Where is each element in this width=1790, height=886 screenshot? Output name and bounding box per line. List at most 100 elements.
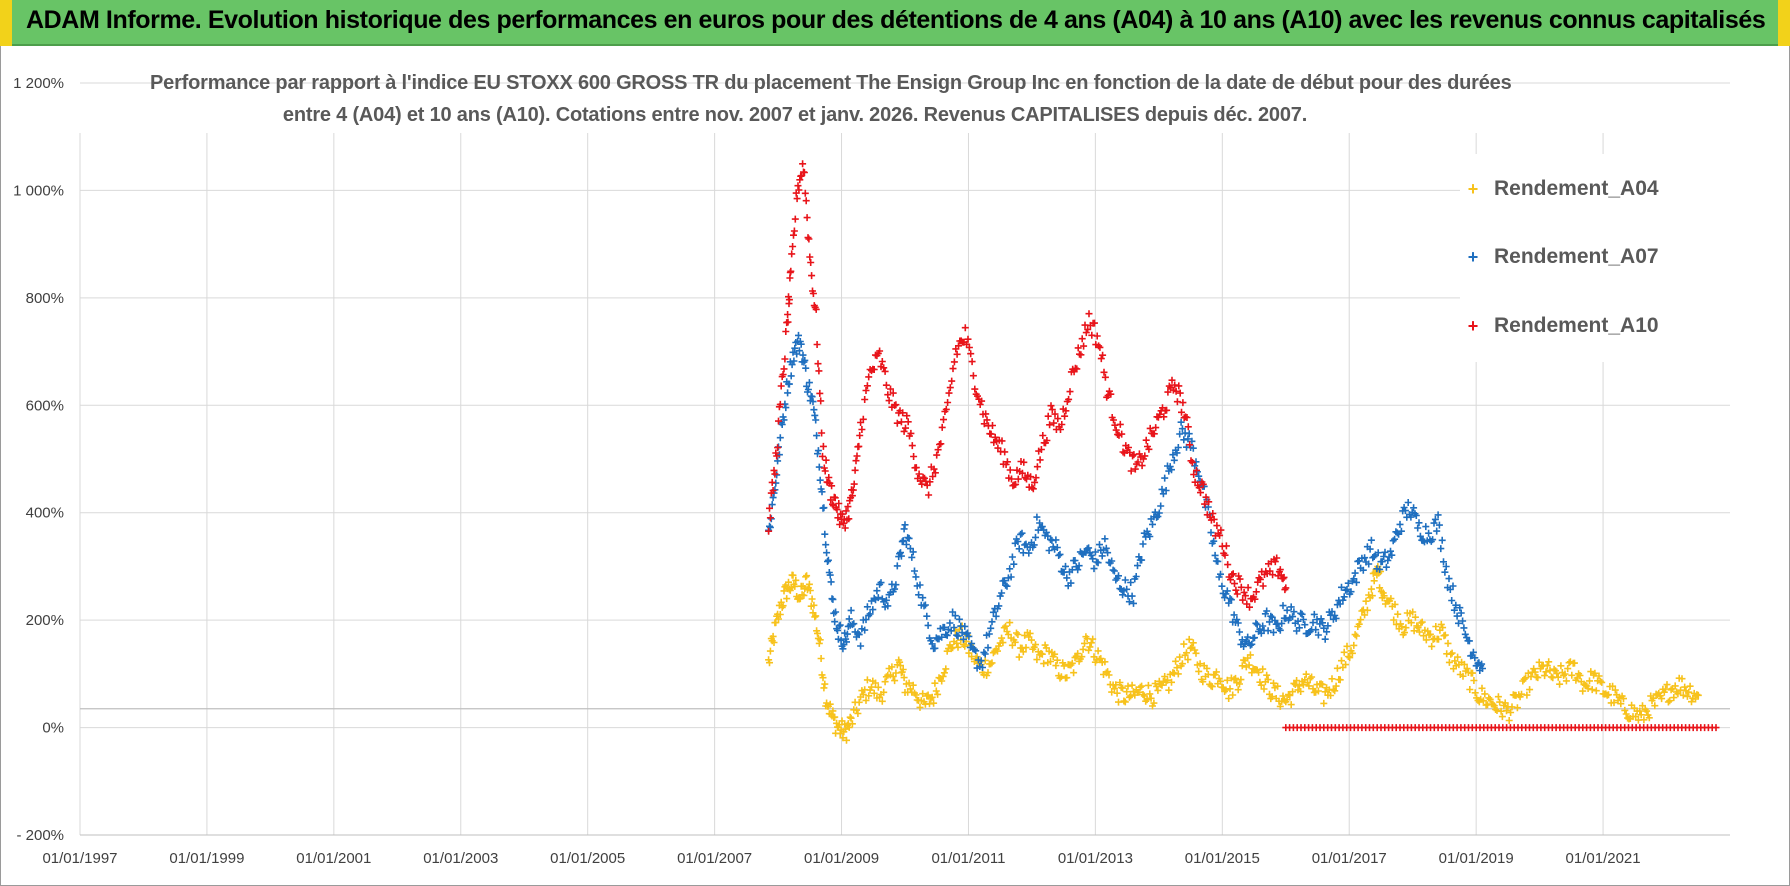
point-rendement-a10 [1195, 484, 1203, 492]
point-rendement-a07 [1407, 513, 1415, 521]
point-rendement-a10 [1142, 436, 1150, 444]
x-tick-label: 01/01/2013 [1058, 850, 1133, 867]
point-rendement-a04 [1257, 681, 1265, 689]
point-rendement-a04 [779, 602, 787, 610]
point-rendement-a04 [1026, 629, 1034, 637]
point-rendement-a04 [1124, 682, 1132, 690]
page-title: ADAM Informe. Evolution historique des p… [26, 6, 1766, 34]
point-rendement-a07 [1340, 593, 1348, 601]
point-rendement-a07 [1014, 538, 1022, 545]
point-rendement-a10 [946, 384, 954, 392]
point-rendement-a10 [982, 410, 990, 418]
point-rendement-a07 [953, 631, 961, 639]
point-rendement-a04 [931, 679, 939, 687]
point-rendement-a07 [845, 615, 853, 623]
point-rendement-a04 [776, 611, 784, 618]
point-rendement-a10 [1044, 412, 1052, 420]
point-rendement-a04 [1560, 671, 1568, 679]
point-rendement-a04 [954, 643, 962, 651]
point-rendement-a10 [1051, 410, 1059, 418]
point-rendement-a04 [1588, 686, 1596, 694]
point-rendement-a07 [1101, 535, 1109, 543]
point-rendement-a04 [1398, 623, 1406, 631]
point-rendement-a07 [919, 594, 927, 602]
point-rendement-a07 [1045, 547, 1053, 554]
point-rendement-a04 [1004, 631, 1012, 638]
x-tick-label: 01/01/2009 [804, 850, 879, 867]
point-rendement-a04 [1489, 700, 1497, 708]
point-rendement-a04 [1070, 669, 1078, 677]
point-rendement-a04 [1639, 702, 1646, 710]
point-rendement-a07 [1448, 597, 1456, 604]
point-rendement-a07 [989, 608, 997, 616]
point-rendement-a04 [1505, 717, 1513, 724]
point-rendement-a10 [801, 189, 809, 197]
point-rendement-a07 [1018, 529, 1026, 537]
point-rendement-a04 [1586, 677, 1593, 685]
point-rendement-a07 [1087, 551, 1095, 559]
point-rendement-a04 [1534, 674, 1542, 682]
point-rendement-a07 [1457, 609, 1465, 617]
point-rendement-a04 [1651, 702, 1659, 710]
point-rendement-a07 [904, 534, 912, 542]
point-rendement-a10 [944, 399, 952, 406]
point-rendement-a10 [773, 452, 781, 460]
point-rendement-a04 [1664, 698, 1672, 706]
point-rendement-a10 [1183, 414, 1191, 421]
point-rendement-a04 [1287, 701, 1295, 709]
point-rendement-a04 [772, 619, 780, 627]
point-rendement-a07 [1301, 621, 1309, 629]
point-rendement-a10 [804, 234, 812, 242]
point-rendement-a04 [1562, 677, 1570, 685]
point-rendement-a04 [1492, 706, 1500, 713]
point-rendement-a07 [1094, 559, 1102, 567]
point-rendement-a04 [1428, 642, 1436, 650]
point-rendement-a04 [1459, 672, 1467, 680]
point-rendement-a04 [1015, 653, 1023, 661]
point-rendement-a04 [1448, 649, 1456, 657]
point-rendement-a07 [1456, 604, 1464, 612]
point-rendement-a04 [988, 659, 996, 667]
point-rendement-a10 [897, 418, 905, 426]
point-rendement-a10 [1135, 450, 1143, 458]
point-rendement-a10 [779, 371, 787, 378]
point-rendement-a04 [789, 571, 797, 579]
point-rendement-a07 [1056, 550, 1064, 558]
point-rendement-a04 [1208, 683, 1216, 691]
point-rendement-a10 [1190, 471, 1198, 478]
x-tick-label: 01/01/2017 [1312, 850, 1387, 867]
point-rendement-a07 [1189, 444, 1197, 452]
chart-title-line-1: Performance par rapport à l'indice EU ST… [150, 72, 1512, 94]
point-rendement-a04 [1138, 682, 1146, 690]
point-rendement-a07 [1365, 560, 1373, 568]
point-rendement-a07 [1397, 527, 1405, 535]
point-rendement-a04 [1513, 704, 1521, 712]
point-rendement-a07 [1414, 524, 1422, 532]
point-rendement-a07 [1283, 606, 1291, 614]
point-rendement-a10 [882, 381, 890, 389]
point-rendement-a04 [1463, 665, 1471, 673]
point-rendement-a07 [1361, 554, 1369, 562]
point-rendement-a04 [1645, 714, 1653, 722]
point-rendement-a10 [1210, 515, 1218, 523]
point-rendement-a07 [911, 567, 918, 575]
point-rendement-a04 [1238, 662, 1246, 670]
point-rendement-a07 [1125, 598, 1133, 606]
point-rendement-a10 [1118, 430, 1126, 438]
point-rendement-a10 [919, 473, 927, 481]
point-rendement-a07 [862, 616, 870, 624]
point-rendement-a07 [1104, 549, 1112, 557]
point-rendement-a04 [1234, 686, 1242, 694]
point-rendement-a04 [912, 691, 920, 699]
point-rendement-a04 [766, 659, 773, 667]
point-rendement-a10 [1224, 561, 1232, 569]
point-rendement-a07 [814, 447, 822, 455]
point-rendement-a04 [1380, 592, 1388, 600]
point-rendement-a10 [1199, 480, 1207, 488]
point-rendement-a07 [1119, 591, 1127, 599]
point-rendement-a07 [1422, 523, 1430, 531]
point-rendement-a07 [832, 608, 840, 616]
point-rendement-a04 [1363, 606, 1371, 614]
point-rendement-a07 [782, 404, 790, 412]
point-rendement-a07 [1276, 626, 1284, 634]
